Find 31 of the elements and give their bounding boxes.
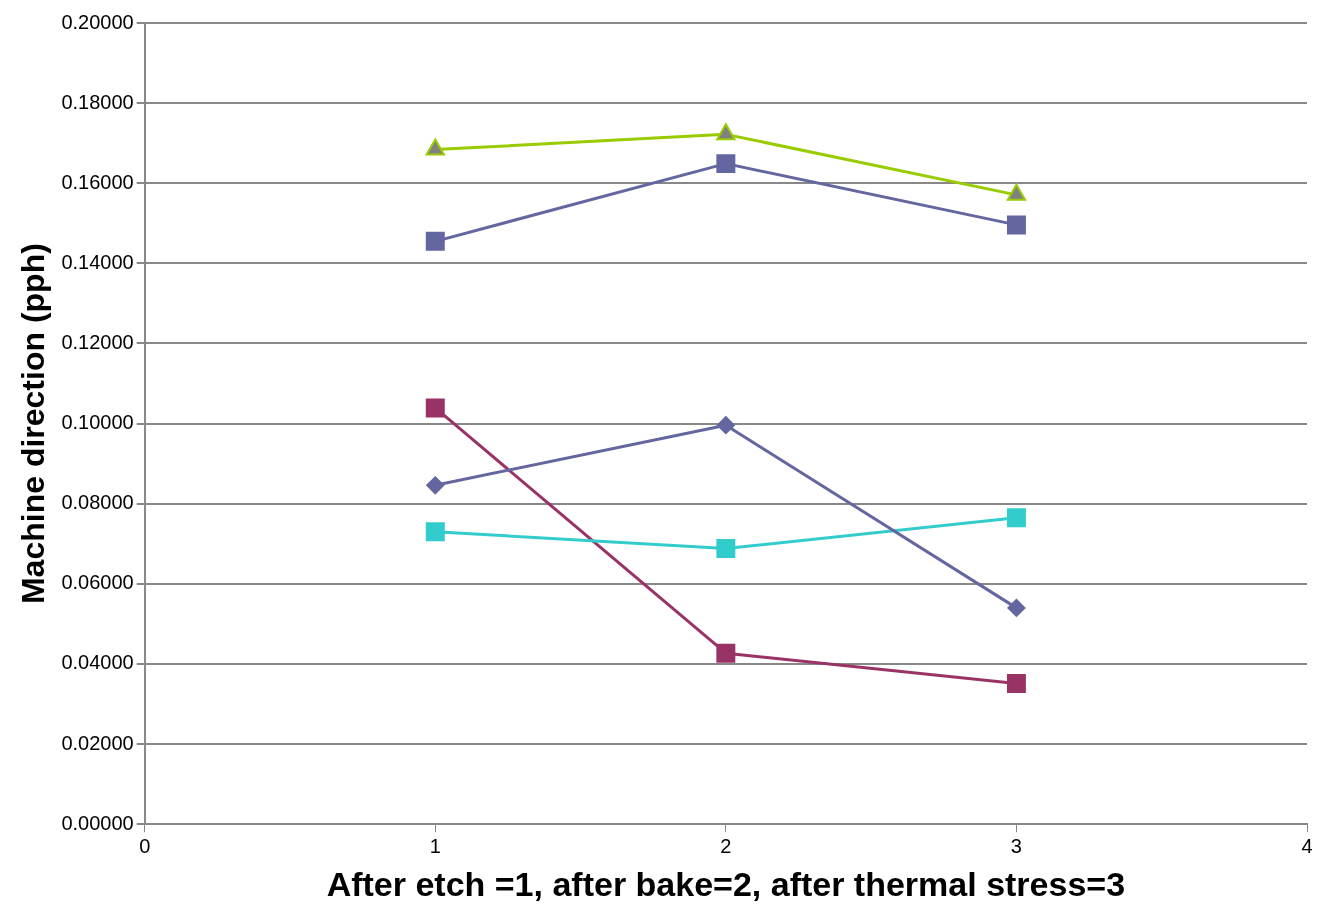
- point: [1006, 508, 1026, 528]
- point: [1007, 598, 1026, 617]
- y-tick-label: 0.10000: [61, 411, 134, 434]
- y-tick-label: 0.00000: [61, 811, 134, 834]
- x-tick-label: 3: [1010, 834, 1022, 857]
- x-tick-label: 2: [720, 834, 732, 857]
- y-tick-label: 0.20000: [61, 10, 134, 33]
- y-tick-label: 0.16000: [61, 170, 134, 193]
- point: [716, 416, 735, 435]
- point: [1006, 674, 1026, 694]
- y-tick-label: 0.08000: [61, 491, 134, 514]
- x-tick-label: 0: [139, 834, 151, 857]
- point: [716, 154, 736, 174]
- x-axis-title: After etch =1, after bake=2, after thermal stress=3: [326, 864, 1126, 903]
- y-tick-label: 0.18000: [61, 90, 134, 113]
- point: [426, 476, 445, 495]
- point: [1006, 215, 1026, 235]
- y-axis-title: Machine direction (pph): [15, 243, 52, 605]
- point: [716, 643, 736, 663]
- y-tick-label: 0.06000: [61, 571, 134, 594]
- y-tick-label: 0.02000: [61, 731, 134, 754]
- point: [425, 231, 445, 251]
- y-tick-label: 0.14000: [61, 250, 134, 273]
- point: [425, 398, 445, 418]
- x-tick-label: 4: [1301, 834, 1313, 857]
- point: [716, 539, 736, 559]
- y-tick-label: 0.12000: [61, 331, 134, 353]
- y-tick-label: 0.04000: [61, 651, 134, 674]
- point: [716, 123, 736, 141]
- x-tick-label: 1: [429, 834, 441, 857]
- point: [425, 522, 445, 542]
